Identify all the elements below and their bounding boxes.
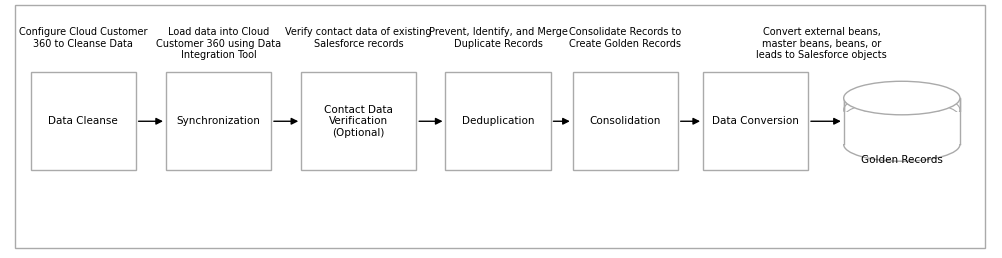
Text: Prevent, Identify, and Merge
Duplicate Records: Prevent, Identify, and Merge Duplicate R… [429,27,567,49]
Text: Contact Data
Verification
(Optional): Contact Data Verification (Optional) [325,105,393,138]
Bar [703,72,808,170]
Bar [844,98,960,144]
Text: Configure Cloud Customer
360 to Cleanse Data: Configure Cloud Customer 360 to Cleanse … [19,27,147,49]
Text: Golden Records: Golden Records [861,155,943,165]
Text: Consolidate Records to
Create Golden Records: Consolidate Records to Create Golden Rec… [569,27,681,49]
Ellipse shape [844,81,960,115]
Text: Data Cleanse: Data Cleanse [48,116,118,126]
Text: Convert external beans,
master beans, beans, or
leads to Salesforce objects: Convert external beans, master beans, be… [757,27,887,60]
Text: Deduplication: Deduplication [462,116,534,126]
Bar [842,112,962,144]
Text: Consolidation: Consolidation [589,116,661,126]
Bar [31,72,136,170]
Bar [301,72,417,170]
Bar [573,72,677,170]
Text: Verify contact data of existing
Salesforce records: Verify contact data of existing Salesfor… [286,27,432,49]
Ellipse shape [844,128,960,161]
Text: Data Conversion: Data Conversion [712,116,799,126]
Text: Load data into Cloud
Customer 360 using Data
Integration Tool: Load data into Cloud Customer 360 using … [156,27,281,60]
Text: Synchronization: Synchronization [176,116,261,126]
Bar [166,72,271,170]
Bar [445,72,550,170]
